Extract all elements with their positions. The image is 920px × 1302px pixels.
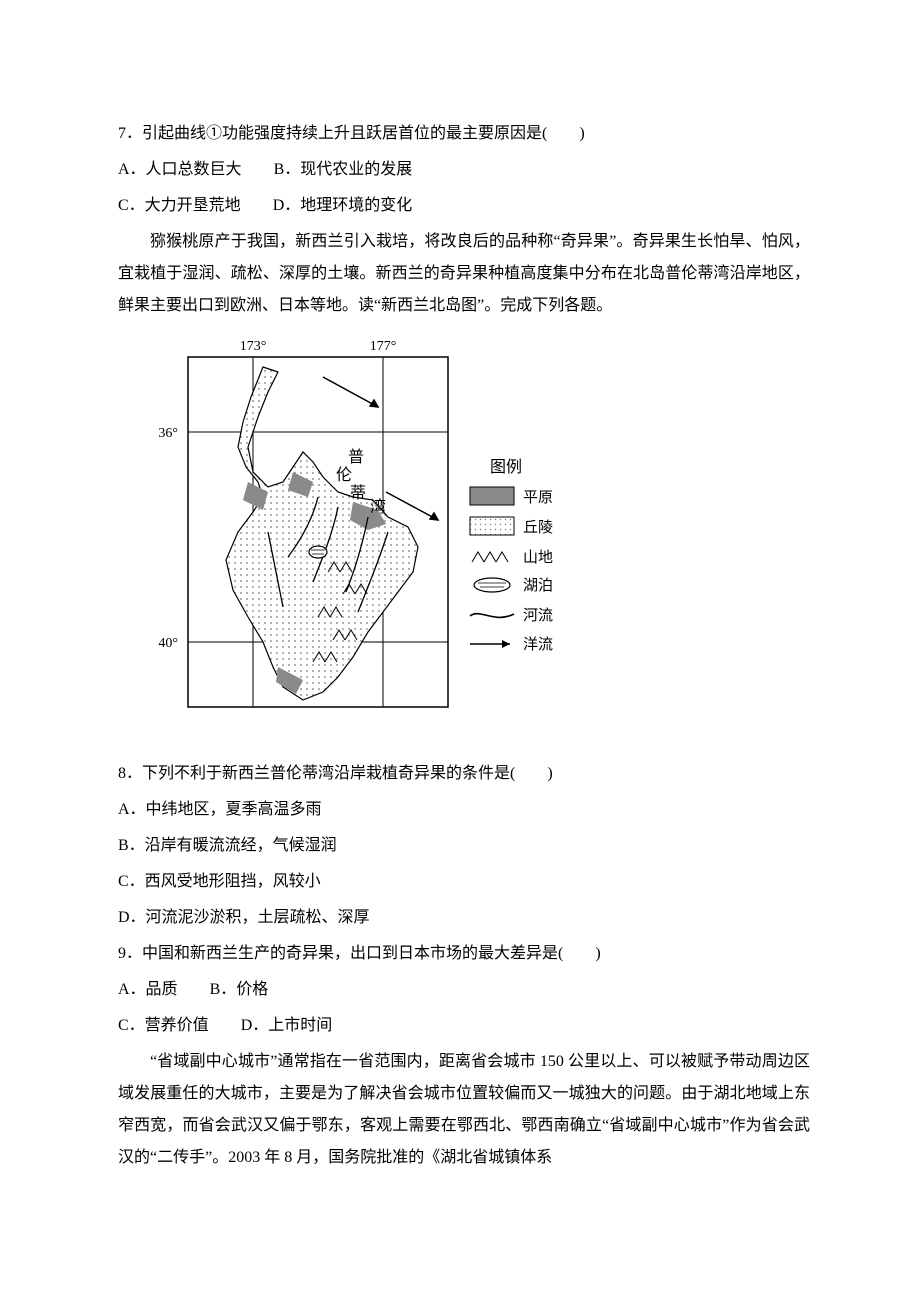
legend-river: 河流 (523, 607, 553, 624)
legend-current: 洋流 (523, 636, 553, 653)
q9-option-d: D．上市时间 (241, 1010, 333, 1042)
q9-option-c: C．营养价值 (118, 1010, 209, 1042)
legend-mountain: 山地 (523, 549, 553, 566)
map-lon-173: 173° (240, 339, 267, 354)
bay-char-3: 蒂 (350, 484, 366, 502)
q8-option-a: A．中纬地区，夏季高温多雨 (118, 794, 810, 826)
lake (309, 546, 327, 558)
legend-plain: 平原 (523, 490, 553, 506)
current-arrow-2 (386, 492, 438, 520)
nz-north-island-map: 173° 177° 36° 40° (118, 332, 810, 744)
passage-subcenter: “省域副中心城市”通常指在一省范围内，距离省会城市 150 公里以上、可以被赋予… (118, 1046, 810, 1174)
q7-option-c: C．大力开垦荒地 (118, 190, 241, 222)
q8-option-c: C．西风受地形阻挡，风较小 (118, 866, 810, 898)
island-outline (226, 367, 418, 700)
legend-title: 图例 (490, 458, 522, 476)
q7-option-a: A．人口总数巨大 (118, 154, 242, 186)
legend-lake: 湖泊 (523, 577, 553, 594)
legend-hill: 丘陵 (523, 519, 553, 536)
passage-kiwi: 猕猴桃原产于我国，新西兰引入栽培，将改良后的品种称“奇异果”。奇异果生长怕旱、怕… (118, 226, 810, 322)
current-arrow-1 (323, 377, 378, 407)
bay-char-2: 伦 (336, 466, 352, 484)
q9-option-b: B．价格 (210, 974, 269, 1006)
map-lat-40: 40° (158, 636, 178, 651)
map-lon-177: 177° (370, 339, 397, 354)
q8-option-d: D．河流泥沙淤积，土层疏松、深厚 (118, 902, 810, 934)
q8-stem: 8．下列不利于新西兰普伦蒂湾沿岸栽植奇异果的条件是( ) (118, 758, 810, 790)
bay-char-4: 湾 (370, 498, 386, 516)
q7-stem: 7．引起曲线①功能强度持续上升且跃居首位的最主要原因是( ) (118, 118, 810, 150)
q8-option-b: B．沿岸有暖流流经，气候湿润 (118, 830, 810, 862)
q7-option-b: B．现代农业的发展 (274, 154, 413, 186)
map-lat-36: 36° (158, 426, 178, 441)
q9-option-a: A．品质 (118, 974, 178, 1006)
q9-stem: 9．中国和新西兰生产的奇异果，出口到日本市场的最大差异是( ) (118, 938, 810, 970)
bay-char-1: 普 (348, 448, 364, 466)
q7-option-d: D．地理环境的变化 (273, 190, 413, 222)
